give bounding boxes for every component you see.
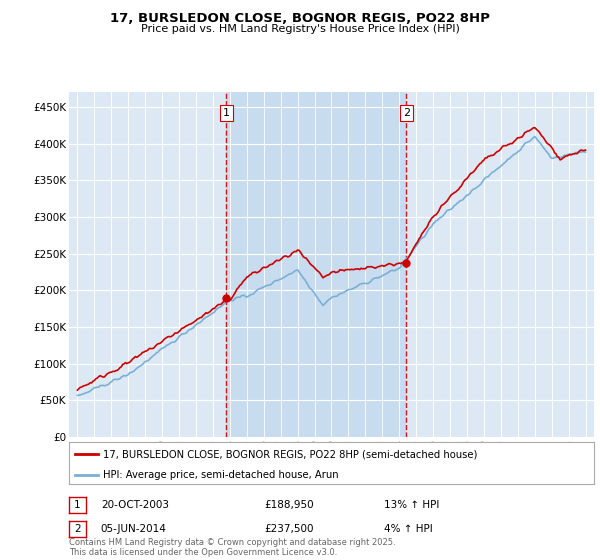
Text: Price paid vs. HM Land Registry's House Price Index (HPI): Price paid vs. HM Land Registry's House … bbox=[140, 24, 460, 34]
Text: 20-OCT-2003: 20-OCT-2003 bbox=[101, 500, 169, 510]
Bar bbox=[226, 92, 406, 437]
Text: 17, BURSLEDON CLOSE, BOGNOR REGIS, PO22 8HP (semi-detached house): 17, BURSLEDON CLOSE, BOGNOR REGIS, PO22 … bbox=[103, 449, 478, 459]
Text: 2: 2 bbox=[74, 524, 81, 534]
Text: £188,950: £188,950 bbox=[264, 500, 314, 510]
Text: 1: 1 bbox=[223, 108, 230, 118]
Text: 13% ↑ HPI: 13% ↑ HPI bbox=[384, 500, 439, 510]
Text: 1: 1 bbox=[74, 500, 81, 510]
Text: 4% ↑ HPI: 4% ↑ HPI bbox=[384, 524, 433, 534]
Text: 17, BURSLEDON CLOSE, BOGNOR REGIS, PO22 8HP: 17, BURSLEDON CLOSE, BOGNOR REGIS, PO22 … bbox=[110, 12, 490, 25]
Text: 05-JUN-2014: 05-JUN-2014 bbox=[101, 524, 167, 534]
Text: Contains HM Land Registry data © Crown copyright and database right 2025.
This d: Contains HM Land Registry data © Crown c… bbox=[69, 538, 395, 557]
Text: HPI: Average price, semi-detached house, Arun: HPI: Average price, semi-detached house,… bbox=[103, 470, 339, 480]
Text: £237,500: £237,500 bbox=[264, 524, 314, 534]
Text: 2: 2 bbox=[403, 108, 410, 118]
